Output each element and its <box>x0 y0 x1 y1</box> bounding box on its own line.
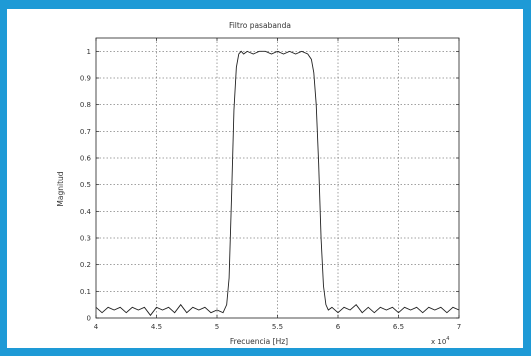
series-line <box>95 50 460 317</box>
x-tick-label: 5 <box>215 323 219 331</box>
y-tick-label: 0.5 <box>80 181 91 189</box>
axis-ticks: 4 4.5 5 5.5 6 6.5 7 0 0.1 0.2 0.3 0.4 0.5 0.6 0.7 0.8 0.… <box>80 38 461 331</box>
y-tick-label: 0.3 <box>80 235 91 243</box>
chart-title: Filtro pasabanda <box>229 21 291 30</box>
y-tick-label: 0.9 <box>80 75 91 83</box>
series-group <box>95 50 460 317</box>
x-tick-label: 5.5 <box>272 323 283 331</box>
y-tick-label: 0.6 <box>80 155 92 163</box>
y-tick-label: 1 <box>87 48 91 56</box>
x-tick-label: 6 <box>336 323 341 331</box>
y-axis-label: Magnitud <box>56 171 65 206</box>
plot-area <box>95 37 460 319</box>
x-multiplier-label: x 104 <box>431 336 449 346</box>
y-tick-label: 0.8 <box>80 101 91 109</box>
x-tick-label: 6.5 <box>393 323 404 331</box>
x-tick-label: 4.5 <box>151 323 162 331</box>
y-tick-label: 0 <box>87 315 91 323</box>
y-tick-label: 0.2 <box>80 261 91 269</box>
chart-panel: Filtro pasabanda 4 4.5 5 5.5 6 6.5 7 0 0.1 0.2 0.3… <box>7 9 523 348</box>
chart: Filtro pasabanda 4 4.5 5 5.5 6 6.5 7 0 0.1 0.2 0.3… <box>56 21 461 346</box>
grid-lines <box>96 38 459 318</box>
y-tick-label: 0.7 <box>80 128 91 136</box>
x-axis-label: Frecuencia [Hz] <box>230 337 288 346</box>
y-tick-label: 0.1 <box>80 288 91 296</box>
x-tick-label: 7 <box>457 323 461 331</box>
x-tick-label: 4 <box>94 323 99 331</box>
y-tick-label: 0.4 <box>80 208 92 216</box>
